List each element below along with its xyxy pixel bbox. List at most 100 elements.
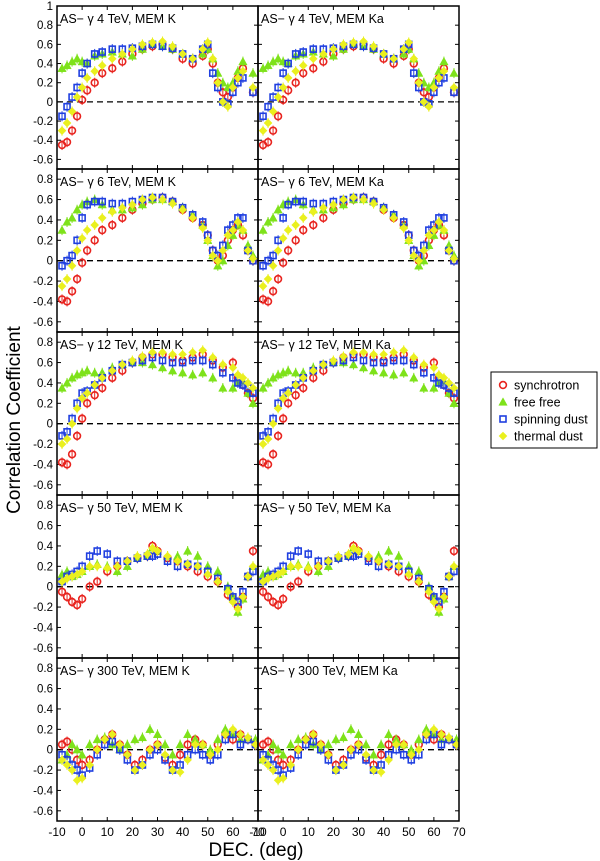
data-point <box>339 40 348 49</box>
data-point <box>379 49 388 59</box>
data-point <box>190 740 200 749</box>
data-point <box>258 458 268 467</box>
data-point <box>188 54 197 64</box>
data-point <box>72 246 82 255</box>
data-point <box>293 562 303 571</box>
series-synchrotron <box>258 39 459 151</box>
data-point <box>389 348 398 357</box>
series-thermal-dust <box>57 345 258 450</box>
data-point <box>90 390 99 400</box>
data-point <box>72 775 82 785</box>
y-tick-label: 0.8 <box>37 174 53 186</box>
data-point <box>57 755 67 765</box>
data-point <box>67 287 77 296</box>
data-point <box>379 350 388 359</box>
data-point <box>349 193 358 202</box>
data-point <box>228 383 238 392</box>
data-point <box>175 739 185 749</box>
panel-title: AS− γ 300 TeV, MEM Ka <box>261 664 398 678</box>
data-point <box>368 750 379 759</box>
legend-item-thermal-dust: thermal dust <box>498 430 583 444</box>
data-point <box>449 546 459 556</box>
y-tick-label: 0.2 <box>37 398 53 410</box>
data-point <box>251 740 258 749</box>
data-point <box>346 724 356 733</box>
data-point <box>286 739 296 749</box>
data-point <box>339 760 348 770</box>
series-group <box>258 724 459 786</box>
data-point <box>85 739 95 749</box>
data-point <box>223 587 233 597</box>
data-point <box>72 112 82 121</box>
data-point <box>429 363 439 372</box>
series-group <box>57 192 258 307</box>
data-point <box>92 745 102 754</box>
data-point <box>449 68 459 77</box>
data-point <box>328 51 338 60</box>
data-point <box>376 750 386 759</box>
y-tick-label: 0.4 <box>37 215 54 227</box>
data-point <box>368 365 379 375</box>
data-point <box>268 261 278 271</box>
data-point <box>67 261 77 271</box>
data-point <box>264 102 272 111</box>
data-point <box>389 213 398 223</box>
data-point <box>123 750 132 760</box>
data-point <box>188 370 198 379</box>
data-point <box>339 352 348 361</box>
data-point <box>178 350 187 359</box>
data-point <box>82 225 92 235</box>
data-point <box>98 48 107 56</box>
data-point <box>338 732 349 742</box>
data-point <box>178 368 188 377</box>
data-point <box>72 755 82 765</box>
data-point <box>193 562 202 571</box>
data-point <box>449 398 459 407</box>
data-point <box>308 366 318 376</box>
data-point <box>137 732 148 742</box>
data-point <box>58 261 66 270</box>
data-point <box>248 83 258 92</box>
data-point <box>122 739 132 749</box>
data-point <box>62 434 72 444</box>
data-point <box>353 729 364 739</box>
data-point <box>158 348 167 357</box>
data-point <box>301 735 311 744</box>
data-point <box>62 460 72 469</box>
series-thermal-dust <box>57 192 258 292</box>
data-point <box>85 552 94 560</box>
data-point <box>102 564 112 573</box>
data-point <box>263 592 273 602</box>
data-point <box>394 562 403 571</box>
data-point <box>268 287 278 296</box>
data-point <box>263 434 273 444</box>
data-point <box>344 549 353 559</box>
data-point <box>248 398 258 407</box>
data-point <box>324 750 333 760</box>
y-tick-label: -0.6 <box>33 643 53 655</box>
series-thermal-dust <box>258 345 459 450</box>
y-tick-label: 0.6 <box>37 195 53 207</box>
data-point <box>67 126 77 135</box>
panel-title: AS− γ 50 TeV, MEM Ka <box>261 501 391 515</box>
series-synchrotron <box>258 192 459 307</box>
data-point <box>273 600 283 610</box>
data-point <box>72 431 82 441</box>
data-point <box>273 744 283 754</box>
data-point <box>62 118 72 128</box>
data-point <box>198 368 208 377</box>
data-point <box>404 236 414 245</box>
data-point <box>359 195 368 204</box>
data-point <box>258 755 268 765</box>
data-point <box>62 137 72 147</box>
data-point <box>248 254 258 263</box>
data-point <box>233 217 243 227</box>
data-point <box>72 205 82 214</box>
data-point <box>314 562 323 571</box>
data-point <box>268 572 278 581</box>
data-point <box>369 350 378 359</box>
data-point <box>316 740 326 749</box>
data-point <box>263 217 273 226</box>
data-point <box>67 572 77 581</box>
data-point <box>248 383 258 393</box>
